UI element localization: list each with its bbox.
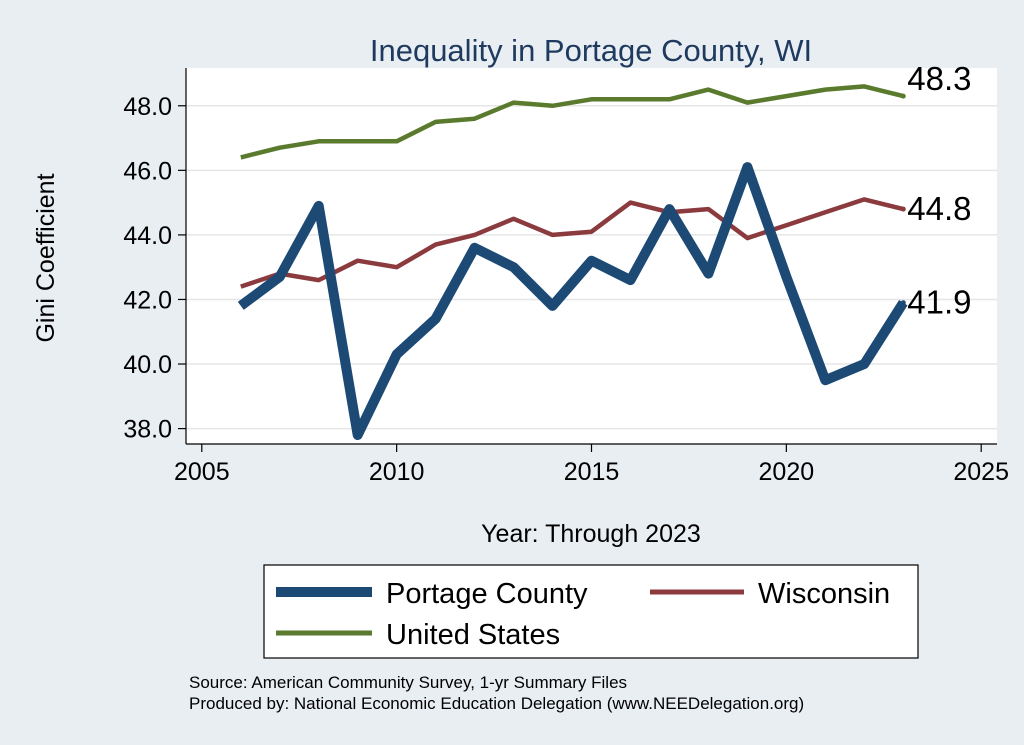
producer-note: Produced by: National Economic Education… xyxy=(189,694,804,713)
legend: Portage County Wisconsin United States xyxy=(263,564,919,659)
y-tick-label-5: 48.0 xyxy=(123,93,172,121)
y-tick-label-2: 42.0 xyxy=(123,286,172,314)
y-tick-label-0: 38.0 xyxy=(123,416,172,444)
y-tick-label-4: 46.0 xyxy=(123,157,172,185)
x-tick-label-3: 2020 xyxy=(759,458,815,486)
x-axis-ticks: 2005 2010 2015 2020 2025 xyxy=(174,444,1009,486)
legend-label-portage: Portage County xyxy=(386,578,588,610)
x-tick-label-4: 2025 xyxy=(953,458,1009,486)
series-group xyxy=(237,84,908,440)
end-point-portage-county xyxy=(900,300,906,306)
y-axis-title: Gini Coefficient xyxy=(32,173,60,342)
end-label-portage-county: 41.9 xyxy=(907,284,971,321)
chart-title: Inequality in Portage County, WI xyxy=(370,33,812,68)
x-tick-label-0: 2005 xyxy=(174,458,230,486)
series-line-portage-county xyxy=(237,162,908,440)
y-tick-label-3: 44.0 xyxy=(123,222,172,250)
end-label-wisconsin: 44.8 xyxy=(907,190,971,227)
grid xyxy=(186,105,997,430)
series-line-wisconsin xyxy=(240,197,904,289)
y-axis-ticks: 38.0 40.0 42.0 44.0 46.0 48.0 xyxy=(123,93,186,444)
x-tick-label-1: 2010 xyxy=(369,458,425,486)
y-tick-label-1: 40.0 xyxy=(123,351,172,379)
end-label-united-states: 48.3 xyxy=(907,60,971,97)
end-labels: 48.3 44.8 41.9 xyxy=(907,60,971,321)
end-point-wisconsin xyxy=(900,206,906,212)
x-axis-title: Year: Through 2023 xyxy=(481,520,701,548)
end-point-united-states xyxy=(900,93,906,99)
legend-label-wisconsin: Wisconsin xyxy=(758,578,890,610)
legend-box xyxy=(263,564,919,659)
source-note: Source: American Community Survey, 1-yr … xyxy=(189,673,627,692)
legend-label-united-states: United States xyxy=(386,619,560,651)
x-tick-label-2: 2015 xyxy=(564,458,620,486)
series-line-united-states xyxy=(240,84,904,160)
